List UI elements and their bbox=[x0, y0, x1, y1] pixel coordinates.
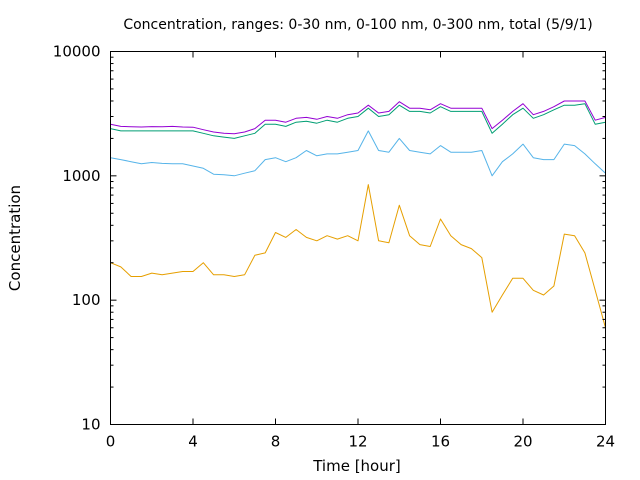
series-line-1 bbox=[110, 184, 606, 328]
chart-title: Concentration, ranges: 0-30 nm, 0-100 nm… bbox=[123, 17, 592, 33]
y-tick-label: 10000 bbox=[53, 43, 101, 61]
x-axis-label: Time [hour] bbox=[312, 457, 401, 475]
y-axis-label: Concentration bbox=[6, 185, 24, 291]
x-tick-label: 12 bbox=[348, 433, 367, 451]
series-line-3 bbox=[110, 130, 606, 177]
x-ticks: 0 4 8 12 16 20 24 bbox=[106, 51, 615, 451]
y-tick-label: 10 bbox=[81, 416, 100, 434]
series-line-4 bbox=[110, 100, 606, 135]
x-tick-label: 0 bbox=[106, 433, 116, 451]
x-tick-label: 8 bbox=[271, 433, 281, 451]
x-tick-label: 20 bbox=[513, 433, 532, 451]
y-tick-label: 1000 bbox=[62, 167, 100, 185]
plot-frame bbox=[110, 51, 606, 425]
series-line-2 bbox=[110, 103, 606, 139]
plot-lines bbox=[110, 100, 606, 328]
y-ticks: 10 100 1000 10000 bbox=[53, 43, 606, 434]
x-tick-label: 24 bbox=[596, 433, 615, 451]
x-tick-label: 16 bbox=[431, 433, 450, 451]
x-tick-label: 4 bbox=[188, 433, 198, 451]
y-tick-label: 100 bbox=[72, 291, 101, 309]
